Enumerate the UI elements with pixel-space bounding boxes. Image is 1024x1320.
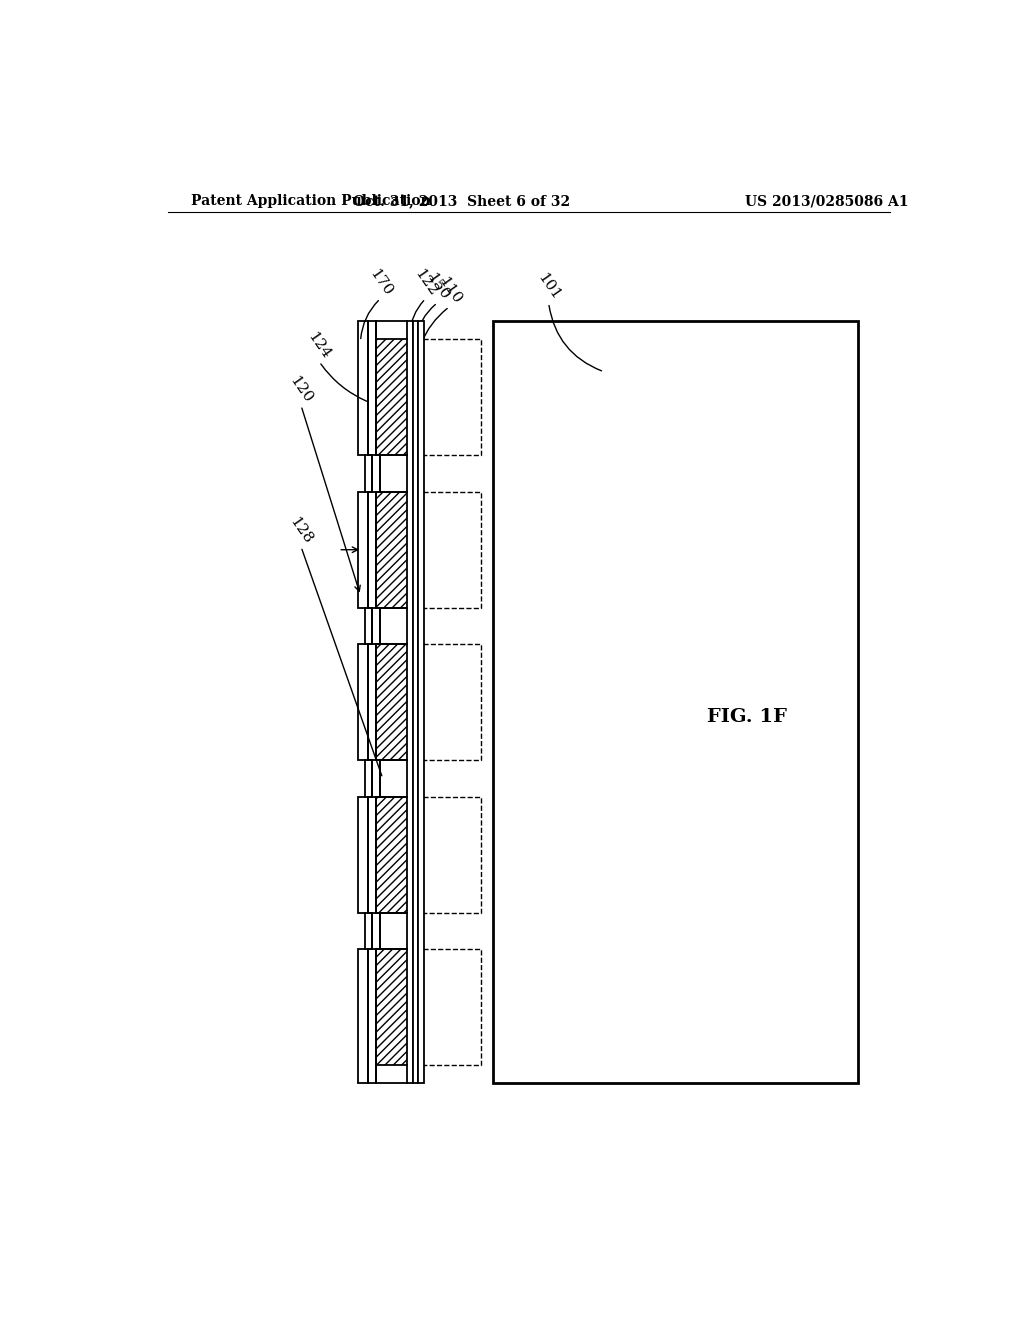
Bar [408, 339, 481, 455]
Bar [377, 797, 408, 912]
Bar [494, 321, 858, 1084]
Text: 124: 124 [305, 330, 334, 362]
Bar [377, 492, 408, 607]
Bar [377, 644, 408, 760]
Text: 120: 120 [287, 374, 315, 405]
Bar [377, 339, 408, 455]
Text: US 2013/0285086 A1: US 2013/0285086 A1 [744, 194, 908, 209]
Bar [408, 949, 481, 1065]
Text: 110: 110 [435, 275, 464, 306]
Text: Oct. 31, 2013  Sheet 6 of 32: Oct. 31, 2013 Sheet 6 of 32 [352, 194, 570, 209]
Text: 101: 101 [535, 271, 563, 302]
Bar [408, 797, 481, 912]
Text: 128: 128 [287, 515, 315, 546]
Text: 122: 122 [412, 267, 439, 298]
Bar [418, 321, 424, 1084]
Bar [408, 321, 413, 1084]
Bar [408, 492, 481, 607]
Text: FIG. 1F: FIG. 1F [707, 709, 787, 726]
Text: Patent Application Publication: Patent Application Publication [191, 194, 431, 209]
Bar [413, 321, 418, 1084]
Bar [377, 949, 408, 1065]
Bar [408, 644, 481, 760]
Text: 150: 150 [423, 271, 452, 302]
Text: 170: 170 [367, 267, 394, 298]
